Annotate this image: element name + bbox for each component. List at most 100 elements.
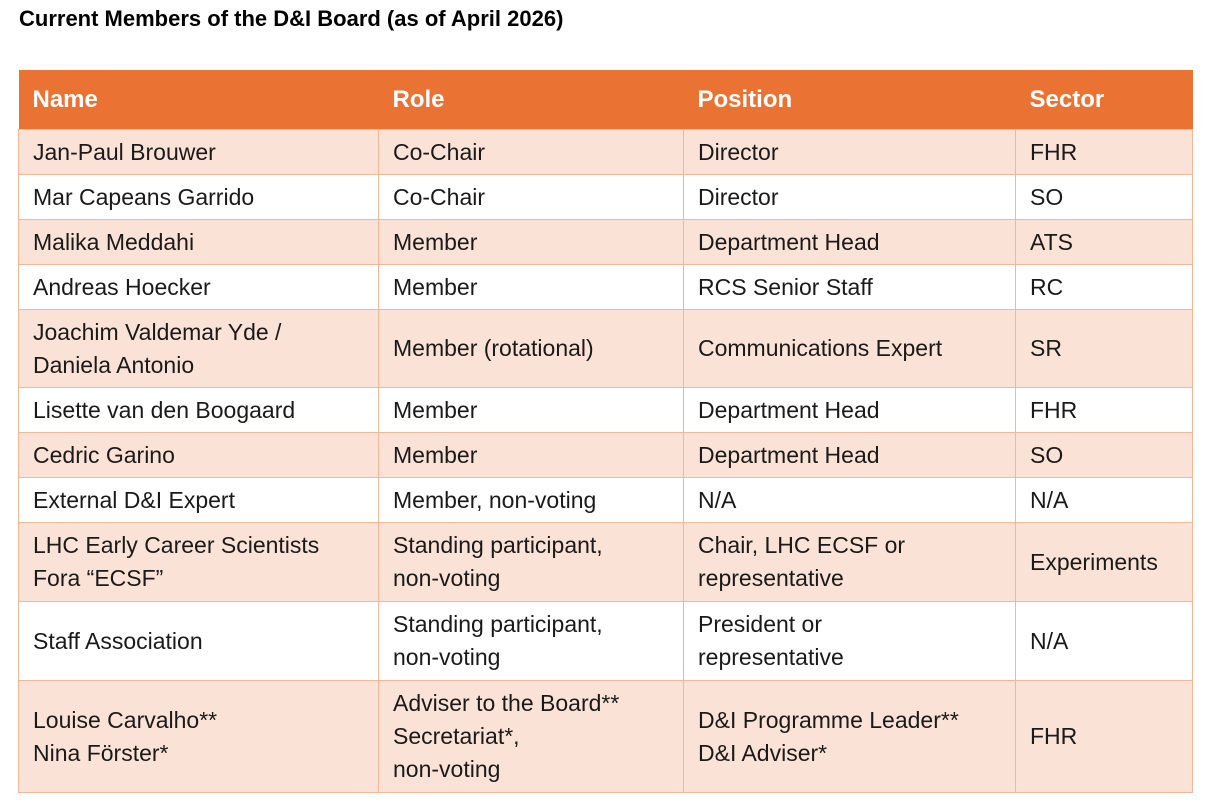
cell-role: Member (rotational) [378,309,684,388]
table-row: Louise Carvalho** Nina Förster* Adviser to… [18,680,1193,793]
cell-name-line: Mar Capeans Garrido [33,183,255,210]
cell-name-line: External D&I Expert [33,486,235,513]
cell-role-line: non-voting [393,565,501,591]
cell-position-line: D&I Adviser* [698,739,828,766]
cell-position: President or representative [683,601,1016,681]
cell-sector: N/A [1015,601,1193,681]
cell-sector-line: RC [1030,273,1064,300]
cell-position: N/A [683,477,1016,523]
board-members-table: Name Role Position Sector Jan-Paul Brouw… [18,70,1193,793]
cell-position-line: Communications Expert [698,335,943,361]
cell-name-line: Cedric Garino [33,441,175,468]
cell-name: External D&I Expert [18,477,379,523]
cell-sector: N/A [1015,477,1193,523]
cell-role: Member [378,219,684,265]
header-sector: Sector [1015,70,1193,130]
cell-role-line: Secretariat*, [393,723,520,749]
cell-sector: FHR [1015,387,1193,433]
cell-sector: SO [1015,174,1193,220]
cell-sector-line: Experiments [1030,548,1158,575]
header-name: Name [18,70,379,130]
cell-name-line: Lisette van den Boogaard [33,396,296,423]
cell-role-line: Member, non-voting [393,486,597,513]
cell-position-line: Chair, LHC ECSF or [698,532,906,558]
table-row: Malika Meddahi Member Department Head ATS [18,219,1193,265]
cell-role-line: Member [393,441,478,468]
cell-name-line: Malika Meddahi [33,228,195,255]
header-role: Role [378,70,684,130]
cell-role: Co-Chair [378,174,684,220]
cell-sector: SO [1015,432,1193,478]
cell-sector-line: FHR [1030,138,1078,165]
table-row: External D&I Expert Member, non-voting N/A… [18,477,1193,523]
cell-name-line: Andreas Hoecker [33,273,211,300]
cell-sector-line: SO [1030,183,1064,210]
table-header-row: Name Role Position Sector [18,70,1193,130]
cell-position: Department Head [683,219,1016,265]
cell-name-line: Nina Förster* [33,739,169,766]
cell-position: RCS Senior Staff [683,264,1016,310]
cell-name-line: Joachim Valdemar Yde / [33,318,282,345]
cell-role-line: non-voting [393,644,501,670]
cell-role-line: Co-Chair [393,138,486,165]
cell-position-line: Department Head [698,396,880,423]
cell-role: Member [378,432,684,478]
cell-sector: FHR [1015,129,1193,175]
cell-name-line: Staff Association [33,627,203,654]
cell-name: Andreas Hoecker [18,264,379,310]
cell-sector: Experiments [1015,522,1193,602]
cell-name: LHC Early Career Scientists Fora “ECSF” [18,522,379,602]
cell-role-line: Standing participant, [393,532,603,558]
cell-position-line: Department Head [698,228,880,255]
cell-role: Standing participant, non-voting [378,601,684,681]
cell-role: Co-Chair [378,129,684,175]
cell-position-line: representative [698,644,844,670]
cell-role-line: Co-Chair [393,183,486,210]
cell-position: Communications Expert [683,309,1016,388]
cell-role: Standing participant, non-voting [378,522,684,602]
cell-name-line: Louise Carvalho** [33,706,218,733]
cell-position-line: Department Head [698,441,880,468]
cell-position-line: Director [698,138,779,165]
table-row: LHC Early Career Scientists Fora “ECSF” St… [18,522,1193,602]
cell-name: Louise Carvalho** Nina Förster* [18,680,379,793]
cell-sector-line: SO [1030,441,1064,468]
cell-name: Malika Meddahi [18,219,379,265]
cell-position: Department Head [683,387,1016,433]
cell-position: Department Head [683,432,1016,478]
cell-role: Member, non-voting [378,477,684,523]
cell-role: Adviser to the Board** Secretariat*, non-v… [378,680,684,793]
cell-name-line: Jan-Paul Brouwer [33,138,216,165]
cell-role-line: non-voting [393,756,501,782]
cell-name-line: Daniela Antonio [33,351,195,378]
cell-sector-line: FHR [1030,396,1078,423]
cell-position-line: President or [698,611,823,637]
cell-role-line: Standing participant, [393,611,603,637]
cell-sector-line: ATS [1030,228,1074,255]
cell-role-line: Member [393,273,478,300]
cell-position: Chair, LHC ECSF or representative [683,522,1016,602]
cell-position: Director [683,129,1016,175]
cell-role-line: Member [393,396,478,423]
cell-sector-line: N/A [1030,627,1069,654]
cell-name: Staff Association [18,601,379,681]
cell-name: Mar Capeans Garrido [18,174,379,220]
cell-role-line: Member (rotational) [393,335,594,361]
table-row: Joachim Valdemar Yde / Daniela Antonio Mem… [18,309,1193,388]
cell-position-line: RCS Senior Staff [698,273,873,300]
cell-role-line: Member [393,228,478,255]
cell-name-line: LHC Early Career Scientists [33,532,320,558]
cell-sector: ATS [1015,219,1193,265]
cell-name-line: Fora “ECSF” [33,565,164,591]
header-position: Position [683,70,1016,130]
cell-position-line: Director [698,183,779,210]
cell-name: Cedric Garino [18,432,379,478]
cell-sector: RC [1015,264,1193,310]
cell-position-line: D&I Programme Leader** [698,706,959,733]
cell-position-line: representative [698,565,844,591]
table-body: Jan-Paul Brouwer Co-Chair Director FHR Mar C… [18,129,1193,793]
cell-sector-line: SR [1030,335,1062,361]
cell-role: Member [378,264,684,310]
cell-sector-line: FHR [1030,723,1078,749]
table-row: Lisette van den Boogaard Member Department… [18,387,1193,433]
